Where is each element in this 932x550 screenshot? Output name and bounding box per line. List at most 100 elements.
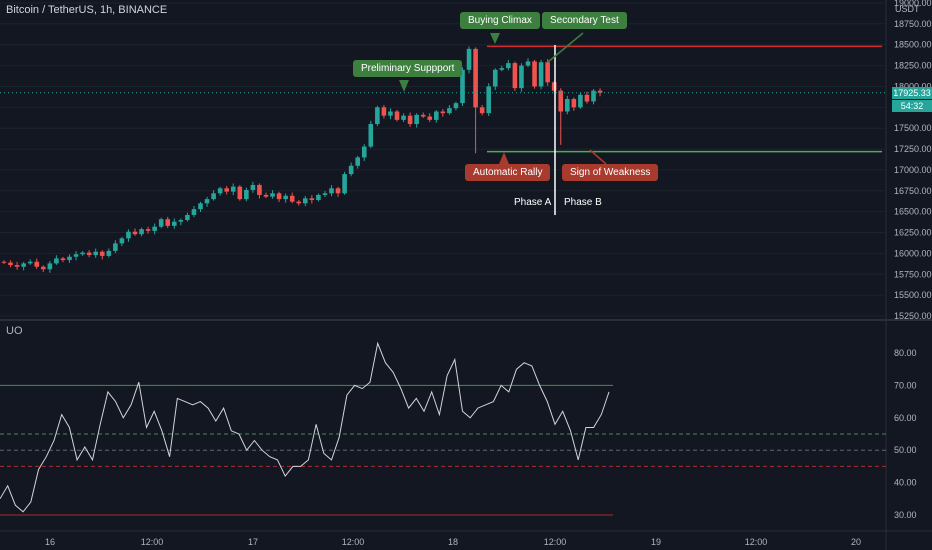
price-axis[interactable]: 15250.00 15500.00 15750.00 16000.00 16250.00…: [894, 0, 932, 321]
candle-body[interactable]: [27, 261, 33, 264]
candle-body[interactable]: [571, 98, 577, 108]
candle-body[interactable]: [224, 188, 229, 192]
candle-body[interactable]: [440, 111, 446, 114]
candle-body[interactable]: [591, 90, 596, 102]
candle-body[interactable]: [296, 201, 302, 204]
candle-body[interactable]: [584, 94, 590, 102]
candle-body[interactable]: [250, 184, 256, 190]
candle-body[interactable]: [139, 229, 144, 235]
candle-body[interactable]: [198, 203, 203, 210]
candle-body[interactable]: [93, 251, 98, 256]
candle-body[interactable]: [361, 146, 367, 158]
candle-body[interactable]: [86, 252, 92, 256]
candle-body[interactable]: [257, 184, 262, 195]
candle-body[interactable]: [1, 261, 7, 263]
candle-body[interactable]: [492, 69, 498, 87]
candle-body[interactable]: [558, 90, 564, 112]
uo-series-line[interactable]: [0, 341, 610, 513]
candle-body[interactable]: [132, 231, 138, 235]
candle-body[interactable]: [525, 61, 531, 66]
candle-body[interactable]: [335, 188, 341, 194]
candle-body[interactable]: [152, 226, 157, 231]
candle-body[interactable]: [316, 194, 321, 200]
candle-body[interactable]: [289, 195, 295, 202]
candle-body[interactable]: [67, 256, 72, 261]
candle-body[interactable]: [322, 193, 328, 195]
candle-body[interactable]: [355, 157, 360, 166]
candle-body[interactable]: [388, 111, 393, 116]
candle-body[interactable]: [486, 86, 491, 114]
candle-body[interactable]: [60, 258, 66, 261]
candle-body[interactable]: [283, 195, 288, 200]
time-axis[interactable]: 16 12:00 17 12:00 18 12:00 19 12:00 20: [45, 537, 861, 547]
candle-body[interactable]: [73, 254, 79, 257]
candle-body[interactable]: [191, 209, 197, 216]
candle-body[interactable]: [532, 61, 537, 87]
candle-body[interactable]: [204, 199, 210, 204]
candle-body[interactable]: [47, 263, 53, 270]
candle-body[interactable]: [34, 261, 40, 267]
candle-body[interactable]: [21, 263, 26, 267]
candle-body[interactable]: [394, 111, 400, 120]
candle-body[interactable]: [407, 115, 413, 125]
candle-body[interactable]: [427, 116, 433, 120]
candle-body[interactable]: [329, 188, 334, 194]
candle-body[interactable]: [172, 221, 177, 226]
candle-body[interactable]: [479, 107, 485, 114]
candle-body[interactable]: [499, 68, 505, 70]
candle-body[interactable]: [217, 188, 223, 194]
candle-body[interactable]: [538, 62, 544, 87]
candle-body[interactable]: [375, 107, 380, 125]
candle-body[interactable]: [230, 186, 236, 192]
candle-body[interactable]: [276, 193, 282, 200]
candle-body[interactable]: [14, 265, 20, 267]
drawing-overlay[interactable]: [0, 32, 886, 215]
candle-body[interactable]: [237, 186, 243, 200]
candle-body[interactable]: [578, 94, 583, 108]
candle-body[interactable]: [41, 266, 46, 270]
candle-body[interactable]: [545, 62, 550, 83]
candle-body[interactable]: [119, 238, 125, 244]
candle-body[interactable]: [348, 165, 354, 175]
candle-body[interactable]: [158, 219, 164, 227]
candle-body[interactable]: [414, 114, 419, 125]
candle-body[interactable]: [434, 111, 439, 120]
candle-body[interactable]: [126, 231, 131, 239]
candle-body[interactable]: [303, 198, 308, 204]
candle-body[interactable]: [466, 48, 472, 70]
candle-body[interactable]: [420, 114, 426, 117]
candle-body[interactable]: [8, 262, 13, 266]
preliminary-support-label[interactable]: Preliminary Suppport: [353, 60, 463, 77]
candle-body[interactable]: [519, 65, 524, 89]
automatic-rally-label[interactable]: Automatic Rally: [465, 164, 551, 181]
candle-body[interactable]: [368, 124, 374, 147]
candle-body[interactable]: [178, 220, 184, 222]
candle-body[interactable]: [80, 252, 85, 255]
candle-body[interactable]: [597, 90, 603, 93]
candle-body[interactable]: [447, 108, 452, 114]
candle-body[interactable]: [512, 63, 518, 89]
candle-body[interactable]: [401, 115, 406, 120]
secondary-test-label[interactable]: Secondary Test: [542, 12, 627, 29]
candle-body[interactable]: [263, 194, 269, 197]
indicator-title[interactable]: UO: [6, 325, 23, 337]
candle-body[interactable]: [506, 63, 511, 69]
candle-body[interactable]: [113, 243, 118, 251]
candle-body[interactable]: [185, 215, 190, 221]
candle-body[interactable]: [145, 229, 151, 231]
candles[interactable]: [1, 46, 603, 273]
candle-body[interactable]: [453, 103, 459, 109]
buying-climax-label[interactable]: Buying Climax: [460, 12, 540, 29]
candle-body[interactable]: [381, 107, 387, 116]
candle-body[interactable]: [165, 219, 171, 226]
candle-body[interactable]: [473, 48, 478, 108]
candle-body[interactable]: [460, 69, 465, 104]
candle-body[interactable]: [309, 198, 315, 200]
sign-of-weakness-label[interactable]: Sign of Weakness: [562, 164, 659, 181]
candle-body[interactable]: [342, 174, 347, 194]
candle-body[interactable]: [565, 98, 570, 112]
uo-axis[interactable]: 30.00 40.00 50.00 60.00 70.00 80.00: [894, 348, 917, 520]
candle-body[interactable]: [244, 189, 249, 200]
candle-body[interactable]: [211, 193, 216, 200]
